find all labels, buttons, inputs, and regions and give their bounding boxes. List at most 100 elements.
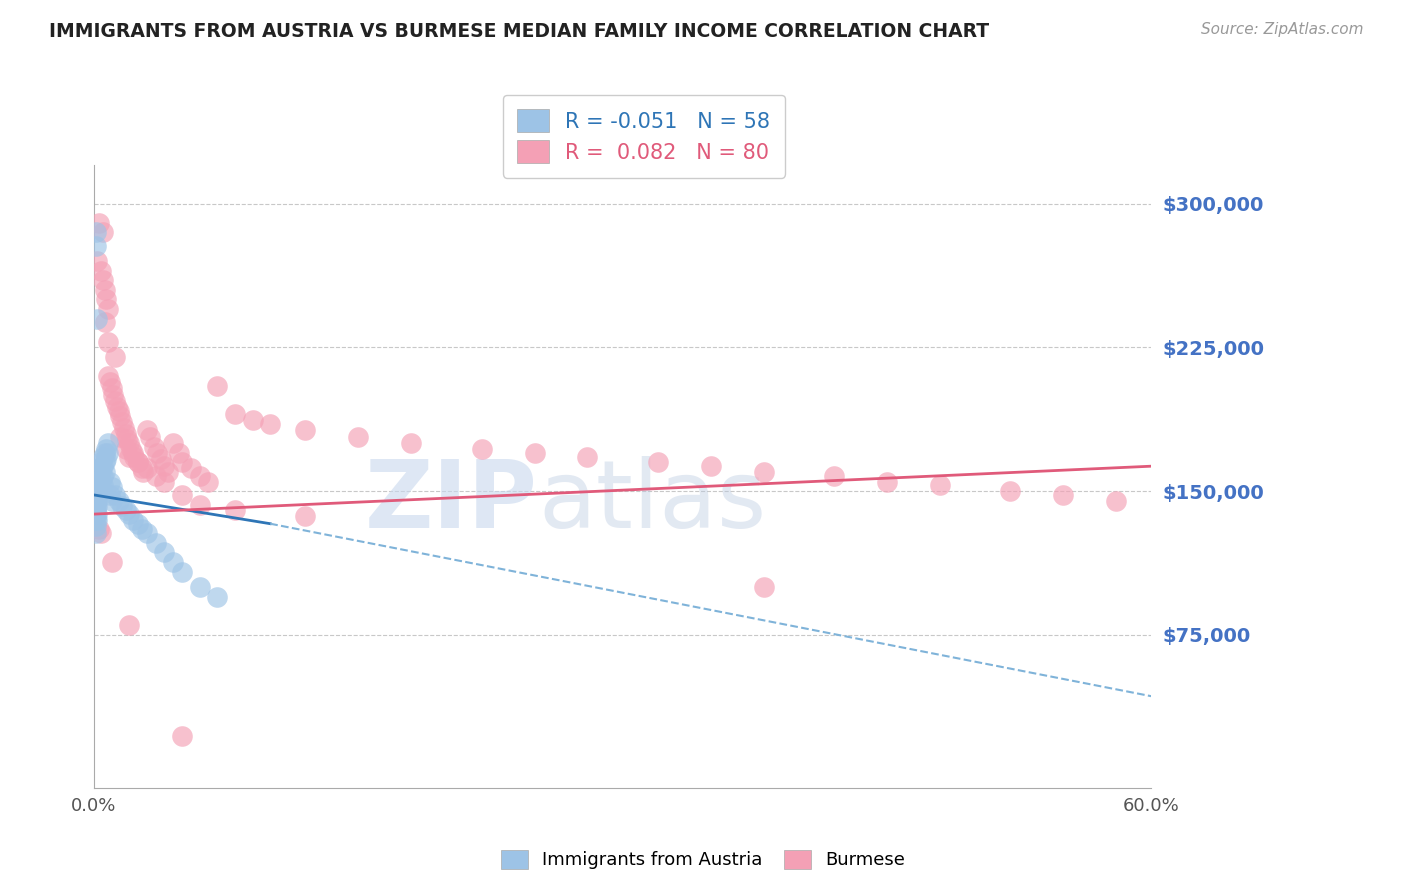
Point xyxy=(752,580,775,594)
Point xyxy=(121,513,143,527)
Point xyxy=(90,263,112,277)
Point xyxy=(224,408,246,422)
Point xyxy=(135,461,157,475)
Point xyxy=(104,394,127,409)
Point xyxy=(84,518,107,533)
Point xyxy=(86,493,108,508)
Point xyxy=(90,465,112,479)
Point xyxy=(523,446,546,460)
Point xyxy=(471,442,494,456)
Point xyxy=(104,488,127,502)
Point xyxy=(114,426,136,441)
Point xyxy=(259,417,281,431)
Point xyxy=(86,475,108,489)
Point xyxy=(132,465,155,479)
Point xyxy=(86,507,108,521)
Point xyxy=(127,516,149,531)
Point xyxy=(91,478,114,492)
Point xyxy=(91,450,114,464)
Point xyxy=(84,526,107,541)
Point xyxy=(89,468,111,483)
Point xyxy=(135,423,157,437)
Point xyxy=(107,403,129,417)
Point xyxy=(105,400,128,414)
Point xyxy=(97,301,120,316)
Point xyxy=(107,493,129,508)
Point xyxy=(90,475,112,489)
Point xyxy=(294,423,316,437)
Point xyxy=(1052,488,1074,502)
Point xyxy=(127,455,149,469)
Point xyxy=(170,455,193,469)
Point xyxy=(89,461,111,475)
Point xyxy=(98,375,121,389)
Point xyxy=(117,433,139,447)
Point xyxy=(153,545,176,559)
Point xyxy=(170,488,193,502)
Point xyxy=(188,498,211,512)
Point xyxy=(84,493,107,508)
Point xyxy=(93,283,115,297)
Point xyxy=(167,446,190,460)
Point xyxy=(90,455,112,469)
Point xyxy=(112,421,135,435)
Point xyxy=(153,459,176,474)
Point xyxy=(96,442,118,456)
Point xyxy=(207,590,229,604)
Point xyxy=(135,526,157,541)
Point xyxy=(242,413,264,427)
Point xyxy=(86,311,108,326)
Point xyxy=(118,618,141,632)
Point xyxy=(111,500,134,514)
Point xyxy=(93,315,115,329)
Point xyxy=(91,225,114,239)
Point xyxy=(928,478,950,492)
Point xyxy=(131,461,153,475)
Point xyxy=(90,526,112,541)
Point xyxy=(93,465,115,479)
Point xyxy=(149,451,172,466)
Point xyxy=(91,273,114,287)
Point xyxy=(96,451,118,466)
Point xyxy=(153,475,176,489)
Point xyxy=(97,436,120,450)
Point xyxy=(576,450,599,464)
Point xyxy=(93,455,115,469)
Point xyxy=(84,503,107,517)
Point xyxy=(114,503,136,517)
Point xyxy=(294,509,316,524)
Point xyxy=(118,436,141,450)
Point xyxy=(89,476,111,491)
Text: IMMIGRANTS FROM AUSTRIA VS BURMESE MEDIAN FAMILY INCOME CORRELATION CHART: IMMIGRANTS FROM AUSTRIA VS BURMESE MEDIA… xyxy=(49,22,990,41)
Point xyxy=(188,468,211,483)
Point xyxy=(124,450,146,464)
Point xyxy=(180,461,202,475)
Point xyxy=(110,409,132,424)
Point xyxy=(84,475,107,489)
Point xyxy=(90,484,112,499)
Point xyxy=(100,381,122,395)
Point xyxy=(399,436,422,450)
Point xyxy=(100,480,122,494)
Point xyxy=(197,475,219,489)
Point xyxy=(86,480,108,494)
Point xyxy=(91,459,114,474)
Point xyxy=(188,580,211,594)
Point xyxy=(823,468,845,483)
Point xyxy=(145,536,167,550)
Point xyxy=(98,475,121,489)
Point xyxy=(700,459,723,474)
Legend: R = -0.051   N = 58, R =  0.082   N = 80: R = -0.051 N = 58, R = 0.082 N = 80 xyxy=(503,95,785,178)
Point xyxy=(1105,493,1128,508)
Point xyxy=(1000,484,1022,499)
Point xyxy=(207,378,229,392)
Point xyxy=(86,513,108,527)
Point xyxy=(100,493,122,508)
Point xyxy=(100,555,122,569)
Point xyxy=(89,484,111,499)
Point xyxy=(224,503,246,517)
Point xyxy=(145,468,167,483)
Point xyxy=(647,455,669,469)
Point xyxy=(84,488,107,502)
Point xyxy=(93,446,115,460)
